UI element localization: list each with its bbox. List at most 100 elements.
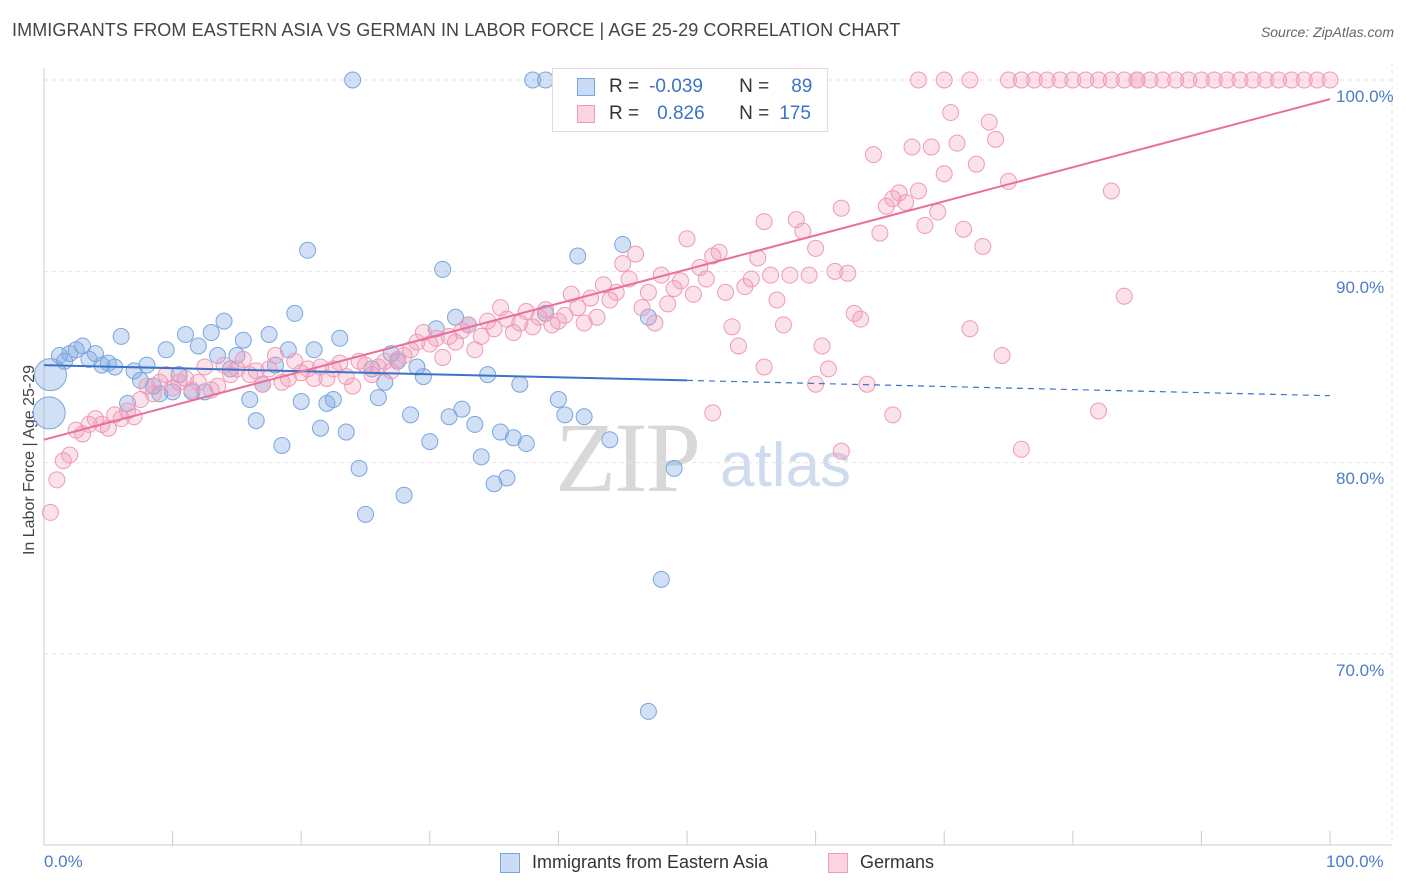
- gridlines: [44, 62, 1393, 845]
- blue-point: [311, 419, 329, 437]
- blue-point: [395, 486, 413, 504]
- pink-point: [1051, 71, 1069, 89]
- pink-point: [369, 358, 387, 376]
- pink-point: [980, 113, 998, 131]
- legend-item-germans: Germans: [828, 852, 934, 873]
- pink-point: [659, 295, 677, 313]
- blue-swatch: [500, 852, 520, 873]
- pink-point: [762, 266, 780, 284]
- pink-swatch: [577, 105, 595, 123]
- pink-point: [967, 155, 985, 173]
- pink-point: [1257, 71, 1275, 89]
- chart-title: IMMIGRANTS FROM EASTERN ASIA VS GERMAN I…: [12, 20, 901, 40]
- pink-point: [903, 138, 921, 156]
- pink-points: [41, 71, 1339, 521]
- pink-point: [588, 308, 606, 326]
- legend-label: Immigrants from Eastern Asia: [532, 852, 769, 872]
- pink-point: [164, 379, 182, 397]
- legend-item-eastern-asia: Immigrants from Eastern Asia: [500, 852, 768, 873]
- pink-point: [935, 165, 953, 183]
- pink-point: [672, 272, 690, 290]
- pink-point: [974, 237, 992, 255]
- pink-point: [549, 312, 567, 330]
- pink-point: [1102, 182, 1120, 200]
- blue-point: [273, 436, 291, 454]
- blue-point: [639, 702, 657, 720]
- pink-point: [1321, 71, 1339, 89]
- pink-swatch: [828, 852, 848, 873]
- blue-point: [549, 391, 567, 409]
- blue-point: [189, 337, 207, 355]
- blue-point: [350, 459, 368, 477]
- blue-point: [408, 358, 426, 376]
- y-tick-90: 90.0%: [1336, 278, 1385, 297]
- pink-point: [678, 230, 696, 248]
- y-tick-70: 70.0%: [1336, 661, 1385, 680]
- pink-point: [800, 266, 818, 284]
- blue-point: [260, 325, 278, 343]
- pink-point: [472, 327, 490, 345]
- pink-point: [1012, 71, 1030, 89]
- pink-point: [768, 291, 786, 309]
- pink-point: [434, 348, 452, 366]
- blue-point: [324, 391, 342, 409]
- trend-lines: [43, 98, 1331, 441]
- pink-point: [1115, 71, 1133, 89]
- pink-point: [221, 366, 239, 384]
- pink-point: [569, 299, 587, 317]
- r-value: 0.826: [657, 103, 705, 124]
- blue-point: [434, 260, 452, 278]
- pink-point: [1192, 71, 1210, 89]
- pink-point: [234, 350, 252, 368]
- pink-point: [318, 369, 336, 387]
- pink-point: [1205, 71, 1223, 89]
- blue-point: [652, 570, 670, 588]
- n-label: N =: [739, 76, 770, 97]
- blue-point: [164, 383, 182, 401]
- pink-point: [54, 452, 72, 470]
- blue-point: [453, 400, 471, 418]
- pink-point: [987, 130, 1005, 148]
- pink-point: [1000, 172, 1017, 190]
- blue-point: [241, 391, 259, 409]
- pink-point: [119, 402, 137, 420]
- blue-point: [176, 325, 194, 343]
- pink-point: [826, 262, 844, 280]
- pink-point: [704, 404, 722, 422]
- pink-point: [961, 71, 979, 89]
- blue-point: [569, 247, 587, 265]
- r-value: -0.039: [649, 76, 703, 97]
- pink-point: [755, 358, 773, 376]
- pink-point: [395, 347, 413, 365]
- blue-point: [215, 312, 233, 330]
- blue-point: [440, 408, 458, 426]
- pink-point: [1090, 71, 1108, 89]
- blue-point: [138, 356, 156, 374]
- pink-point: [819, 360, 837, 378]
- pink-point: [196, 358, 214, 376]
- pink-point: [839, 264, 857, 282]
- pink-point: [1167, 71, 1185, 89]
- pink-trend-line: [43, 98, 1331, 441]
- pink-point: [1231, 71, 1249, 89]
- pink-point: [524, 318, 542, 336]
- pink-point: [1128, 71, 1146, 89]
- y-tick-80: 80.0%: [1336, 469, 1385, 488]
- r-label: R =: [609, 76, 640, 97]
- pink-point: [652, 266, 670, 284]
- pink-point: [1025, 71, 1043, 89]
- pink-point: [1282, 71, 1300, 89]
- pink-point: [807, 375, 825, 393]
- pink-point: [633, 299, 651, 317]
- legend-row-pink: R = 0.826 N = 175: [577, 102, 811, 126]
- blue-point: [601, 431, 619, 449]
- blue-point: [357, 505, 374, 523]
- pink-point: [916, 216, 934, 234]
- pink-point: [755, 213, 773, 231]
- blue-point: [234, 331, 252, 349]
- pink-point: [813, 337, 831, 355]
- pink-point: [1218, 71, 1236, 89]
- pink-point: [1090, 402, 1108, 420]
- pink-point: [1295, 71, 1313, 89]
- blue-point: [414, 368, 432, 386]
